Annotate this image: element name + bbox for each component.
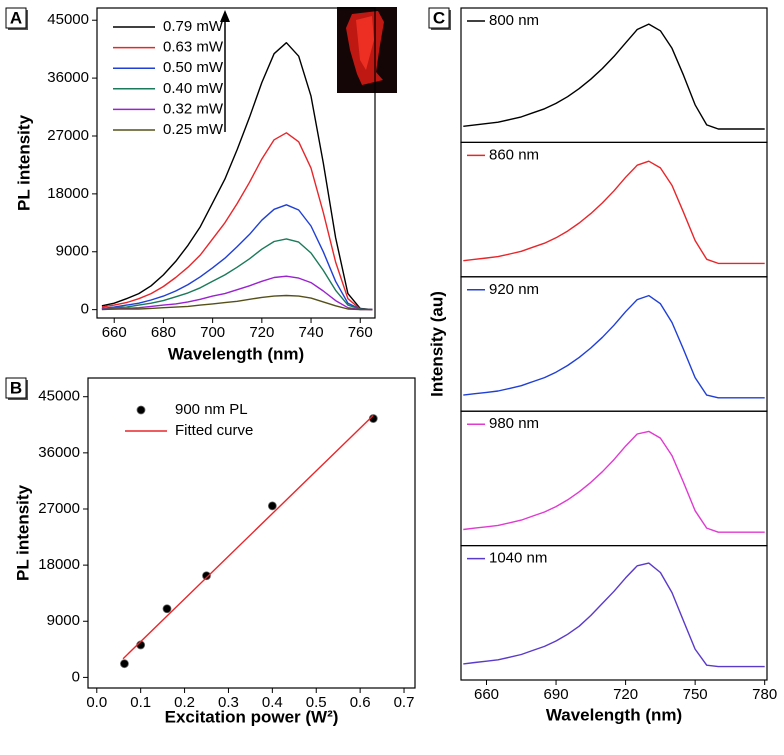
legend-label: 860 nm <box>489 146 539 163</box>
legend-label: 0.63 mW <box>163 39 224 56</box>
data-line <box>101 238 373 311</box>
legend-label: 0.25 mW <box>163 121 224 138</box>
x-axis-label: Wavelength (nm) <box>168 344 304 363</box>
legend-label: 900 nm PL <box>175 401 248 418</box>
plot-frame <box>96 7 376 319</box>
data-point <box>120 659 129 669</box>
plot-frame <box>460 544 768 681</box>
data-line <box>463 430 765 533</box>
legend-marker <box>136 405 146 415</box>
panel-label: B <box>10 378 22 397</box>
data-line <box>101 204 373 311</box>
x-tick-label: 750 <box>683 686 708 703</box>
x-tick-label: 720 <box>249 324 274 341</box>
x-tick-label: 0.7 <box>394 694 415 711</box>
trend-arrow-head <box>220 10 230 22</box>
x-tick-label: 680 <box>151 324 176 341</box>
data-line <box>463 294 765 399</box>
y-tick-label: 0 <box>81 301 89 318</box>
y-axis-label: PL intensity <box>13 484 32 581</box>
legend-label: 0.32 mW <box>163 100 224 117</box>
legend-label: 800 nm <box>489 12 539 29</box>
panel-label-box <box>428 7 450 29</box>
y-tick-label: 36000 <box>47 69 89 86</box>
x-tick-label: 0.2 <box>174 694 195 711</box>
y-tick-label: 9000 <box>47 612 80 629</box>
legend-label: 0.40 mW <box>163 80 224 97</box>
x-tick-label: 0.4 <box>262 694 283 711</box>
x-axis-label: Wavelength (nm) <box>546 705 682 724</box>
legend-label: 980 nm <box>489 415 539 432</box>
y-axis-label: Intensity (au) <box>427 291 446 397</box>
data-line <box>101 275 373 311</box>
y-tick-label: 27000 <box>38 500 80 517</box>
x-tick-label: 690 <box>544 686 569 703</box>
x-axis-label: Excitation power (W²) <box>165 707 339 726</box>
data-line <box>463 23 765 130</box>
data-point <box>202 571 211 581</box>
y-axis-label: PL intensity <box>14 114 33 211</box>
legend-label: 0.50 mW <box>163 59 224 76</box>
y-tick-label: 18000 <box>38 556 80 573</box>
data-line <box>101 294 373 311</box>
x-tick-label: 0.6 <box>350 694 371 711</box>
y-tick-label: 18000 <box>47 185 89 202</box>
data-line <box>463 160 765 265</box>
x-tick-label: 0.3 <box>218 694 239 711</box>
inset-highlight <box>356 16 374 70</box>
x-tick-label: 700 <box>200 324 225 341</box>
x-tick-label: 720 <box>613 686 638 703</box>
data-line <box>463 562 765 668</box>
x-tick-label: 760 <box>348 324 373 341</box>
y-tick-label: 9000 <box>56 243 89 260</box>
panel-label-box <box>5 7 27 29</box>
x-tick-label: 660 <box>474 686 499 703</box>
panel-label-box <box>5 377 27 399</box>
data-line <box>122 414 374 660</box>
x-tick-label: 0.0 <box>86 694 107 711</box>
y-tick-label: 45000 <box>47 11 89 28</box>
panel-label: A <box>10 8 22 27</box>
legend-label: 1040 nm <box>489 550 547 567</box>
x-tick-label: 740 <box>299 324 324 341</box>
legend-label: 0.79 mW <box>163 18 224 35</box>
plot-frame <box>87 377 416 689</box>
x-tick-label: 780 <box>752 686 777 703</box>
y-tick-label: 36000 <box>38 444 80 461</box>
legend-label: 920 nm <box>489 281 539 298</box>
legend-label: Fitted curve <box>175 422 253 439</box>
panel-label: C <box>433 8 445 27</box>
data-point <box>267 501 277 511</box>
y-tick-label: 27000 <box>47 127 89 144</box>
data-point <box>162 604 172 614</box>
x-tick-label: 0.5 <box>306 694 327 711</box>
data-line <box>101 132 373 311</box>
y-tick-label: 45000 <box>38 388 80 405</box>
x-tick-label: 660 <box>102 324 127 341</box>
y-tick-label: 0 <box>72 668 80 685</box>
x-tick-label: 0.1 <box>130 694 151 711</box>
data-line <box>101 42 373 311</box>
